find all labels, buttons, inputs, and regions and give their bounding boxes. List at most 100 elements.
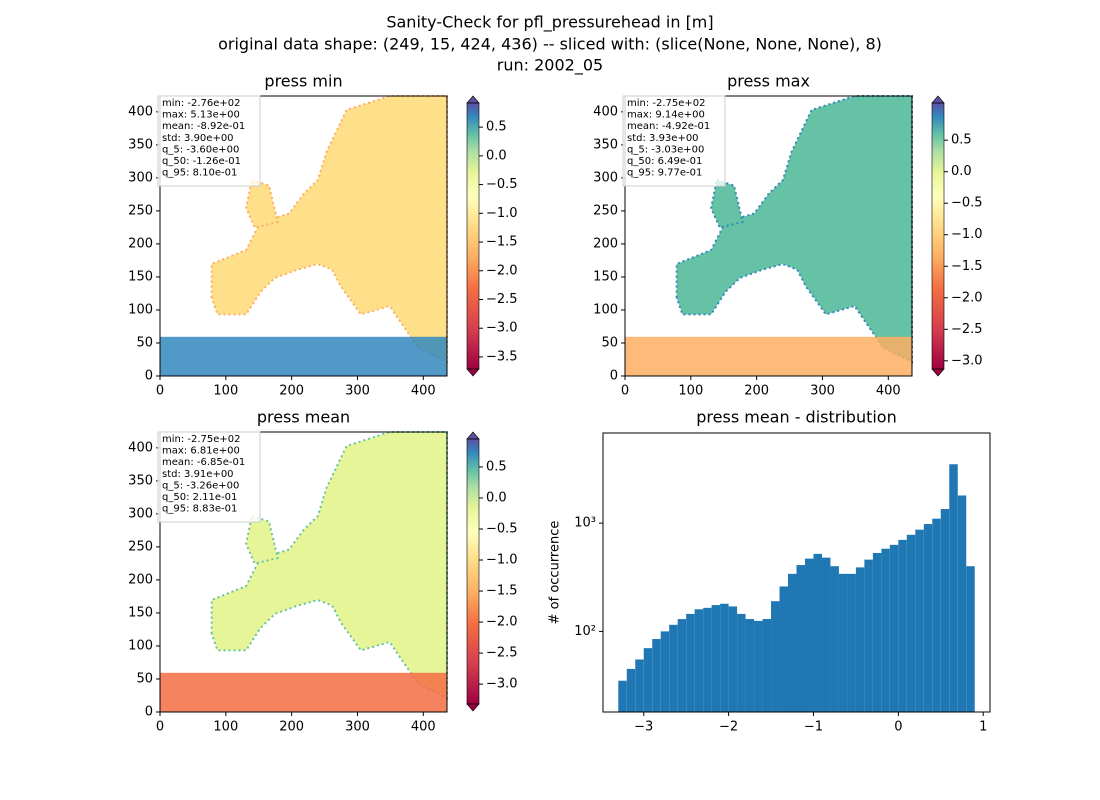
colorbar-tick-label: 0.5	[486, 120, 507, 135]
y-tick-label: 300	[128, 170, 153, 185]
africa-map	[625, 336, 912, 376]
x-tick-label: 400	[411, 720, 436, 735]
y-tick-label: 150	[593, 269, 618, 284]
stats-line: max: 6.81e+00	[162, 446, 240, 457]
x-tick-label: 200	[279, 384, 304, 399]
x-tick-label: 300	[345, 384, 370, 399]
stats-line: q_5: -3.60e+00	[162, 144, 239, 155]
figure-title: run: 2002_05	[497, 56, 603, 76]
hist-bar	[940, 509, 950, 712]
stats-line: q_95: 8.10e-01	[162, 168, 237, 179]
stats-line: q_50: 6.49e-01	[627, 156, 702, 167]
land-map	[245, 514, 279, 565]
x-tick-label: 1	[979, 720, 987, 735]
x-tick-label: 400	[876, 384, 901, 399]
hist-bar	[915, 529, 924, 712]
y-tick-label: 250	[128, 539, 153, 554]
hist-bar	[711, 605, 721, 712]
colorbar-tick-label: −2.0	[486, 263, 518, 278]
colorbar-tick-label: −1.0	[486, 206, 518, 221]
hist-bar	[635, 659, 644, 712]
y-tick-label: 350	[128, 137, 153, 152]
colorbar-frame	[466, 438, 480, 705]
stats-line: max: 5.13e+00	[162, 110, 240, 121]
x-tick-label: −2	[719, 720, 738, 735]
x-tick-label: 400	[411, 384, 436, 399]
colorbar-extend	[931, 368, 945, 377]
hist-bar	[618, 680, 627, 712]
hist-bar	[660, 631, 670, 712]
hist-bar	[745, 619, 755, 712]
hist-bar	[932, 518, 941, 712]
colorbar-extend	[466, 703, 480, 712]
hist-bar	[847, 573, 856, 712]
stats-line: mean: -6.85e-01	[162, 457, 245, 468]
hist-bar	[626, 668, 636, 712]
colorbar-tick-label: −2.5	[951, 322, 983, 337]
colorbar-tick-label: −3.5	[486, 349, 518, 364]
hist-bar	[898, 539, 907, 712]
stats-box	[157, 431, 261, 523]
x-tick-label: −1	[804, 720, 823, 735]
colorbar-tick-label: −2.0	[486, 615, 518, 630]
hist-bar	[762, 619, 772, 712]
y-tick-label: 0	[145, 705, 153, 720]
colorbar-tick-label: 0.5	[951, 133, 972, 148]
stats-box	[157, 95, 261, 187]
y-tick-label: 250	[593, 203, 618, 218]
hist-bar	[949, 464, 958, 712]
stats-line: mean: -4.92e-01	[627, 121, 710, 132]
y-tick-label: 350	[128, 473, 153, 488]
axes-frame	[624, 95, 913, 377]
y-tick-label: 400	[128, 104, 153, 119]
x-tick-label: 100	[213, 384, 238, 399]
y-tick-label: 300	[593, 170, 618, 185]
colorbar-tick-label: −1.5	[951, 259, 983, 274]
hist-bar	[864, 559, 873, 712]
hist-bar	[881, 548, 890, 712]
colorbar-frame	[466, 102, 480, 370]
stats-line: q_50: -1.26e-01	[162, 156, 241, 167]
axes-title: press mean - distribution	[696, 408, 896, 427]
y-tick-label: 100	[128, 302, 153, 317]
hist-bar	[923, 524, 933, 712]
hist-bar	[796, 565, 805, 712]
axes-frame	[602, 432, 991, 713]
x-tick-label: 300	[810, 384, 835, 399]
y-tick-label: 100	[128, 638, 153, 653]
stats-line: q_50: 2.11e-01	[162, 492, 237, 503]
colorbar-extend	[466, 368, 480, 377]
y-tick-label: 10²	[574, 624, 596, 639]
stats-line: std: 3.90e+00	[162, 133, 234, 144]
colorbar-extend	[466, 95, 480, 104]
hist-bar	[906, 534, 916, 712]
hist-bar	[966, 566, 975, 712]
figure-title: Sanity-Check for pfl_pressurehead in [m]	[386, 13, 713, 33]
hist-bar	[788, 573, 797, 712]
stats-line: q_5: -3.26e+00	[162, 480, 239, 491]
x-tick-label: 0	[621, 384, 629, 399]
colorbar-extend	[931, 95, 945, 104]
hist-bar	[703, 607, 712, 712]
x-tick-label: 100	[678, 384, 703, 399]
y-tick-label: 50	[136, 671, 153, 686]
y-tick-label: 50	[601, 335, 618, 350]
colorbar-extend	[466, 431, 480, 440]
colorbar-tick-label: −1.0	[486, 553, 518, 568]
x-tick-label: 200	[744, 384, 769, 399]
colorbar-tick-label: −1.0	[951, 227, 983, 242]
y-tick-label: 100	[593, 302, 618, 317]
hist-bar	[779, 586, 789, 712]
stats-line: min: -2.75e+02	[627, 98, 706, 109]
colorbar-tick-label: −3.0	[486, 321, 518, 336]
y-tick-label: 150	[128, 605, 153, 620]
africa-map	[160, 336, 447, 376]
axes-frame	[159, 431, 448, 713]
y-tick-label: 50	[136, 335, 153, 350]
colorbar-tick-label: 0.5	[486, 459, 507, 474]
hist-bar	[838, 573, 848, 712]
x-tick-label: 200	[279, 720, 304, 735]
stats-line: max: 9.14e+00	[627, 110, 705, 121]
colorbar-tick-label: −2.5	[486, 646, 518, 661]
